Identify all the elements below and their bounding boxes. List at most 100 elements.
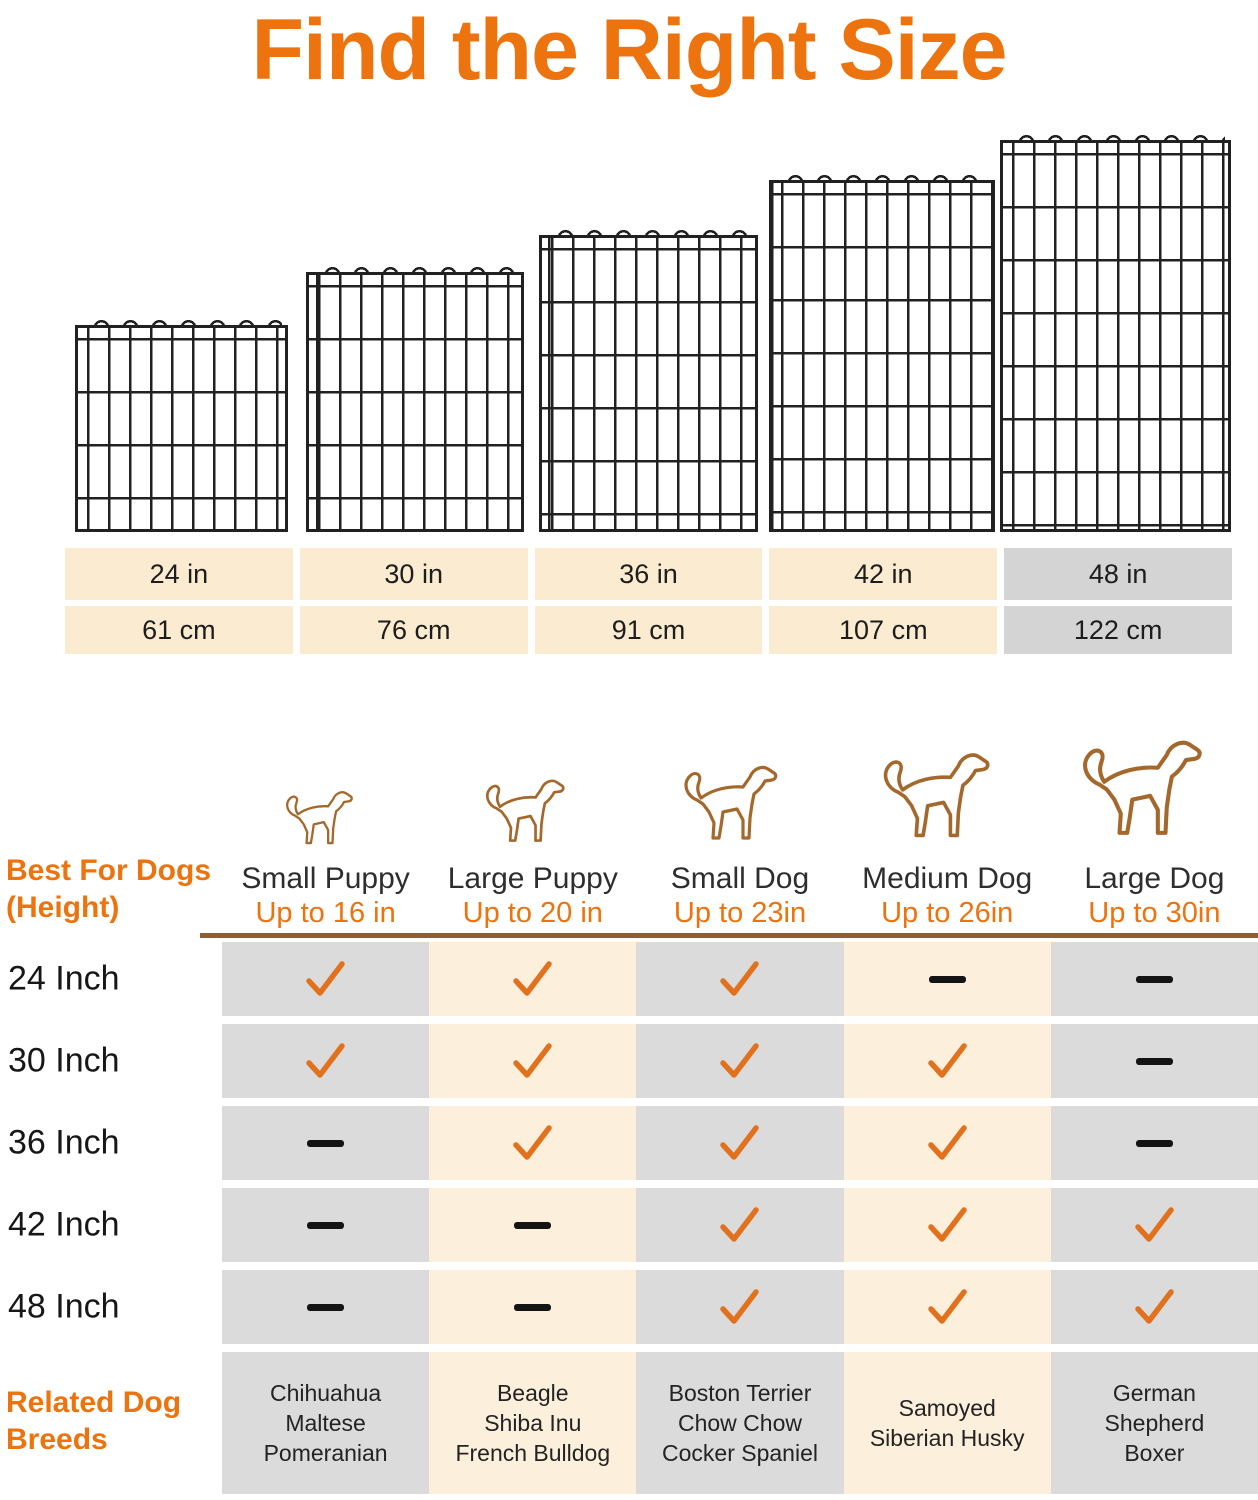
mastiff-outline-icon xyxy=(1083,740,1203,835)
check-icon xyxy=(1135,1289,1174,1324)
dash-icon xyxy=(928,975,966,983)
compatibility-matrix: 24 Inch 30 Inch 36 Inch 42 Inch 48 Inch xyxy=(0,942,1258,1352)
matrix-cell xyxy=(843,1024,1051,1098)
matrix-cell xyxy=(636,1024,844,1098)
panel-height-label: 48 Inch xyxy=(8,1287,120,1326)
matrix-cell xyxy=(222,1024,430,1098)
related-breeds-row: Related Dog Breeds Chihuahua Maltese Pomer… xyxy=(0,1352,1258,1494)
breed-name: Maltese xyxy=(285,1410,366,1436)
related-breeds-line2: Breeds xyxy=(6,1423,108,1456)
matrix-cell xyxy=(843,1188,1051,1262)
matrix-row: 30 Inch xyxy=(0,1024,1258,1098)
dash-icon xyxy=(307,1303,345,1311)
breed-name: Cocker Spaniel xyxy=(662,1440,818,1466)
breed-name: Shiba Inu xyxy=(484,1410,582,1436)
matrix-row: 36 Inch xyxy=(0,1106,1258,1180)
check-icon xyxy=(1135,1207,1174,1242)
wire-panel-24in-icon xyxy=(75,317,289,532)
dash-icon xyxy=(1135,1139,1173,1147)
size-table: 24 in 30 in 36 in 42 in 48 in 61 cm 76 cm 91 cm… xyxy=(65,548,1232,654)
matrix-cell xyxy=(429,1024,637,1098)
matrix-cell xyxy=(429,1270,637,1344)
check-icon xyxy=(927,1289,967,1324)
check-icon xyxy=(720,1207,760,1242)
check-icon xyxy=(720,1289,760,1324)
check-icon xyxy=(306,1043,345,1078)
matrix-cell xyxy=(636,1188,844,1262)
wire-panel-30in-icon xyxy=(306,264,525,532)
breed-name: Chihuahua xyxy=(269,1380,382,1406)
size-inch-cell: 24 in xyxy=(65,548,293,600)
wire-panel-48in-icon xyxy=(999,132,1231,532)
dog-column: Small Puppy Up to 16 in xyxy=(222,784,429,934)
matrix-row: 42 Inch xyxy=(0,1188,1258,1262)
matrix-cell xyxy=(1050,1188,1258,1262)
matrix-cell xyxy=(1050,942,1258,1016)
dash-icon xyxy=(514,1221,552,1229)
dog-size-name: Small Puppy xyxy=(241,862,410,895)
matrix-cell xyxy=(222,942,430,1016)
size-cm-cell: 61 cm xyxy=(65,606,293,654)
dog-column: Large Puppy Up to 20 in xyxy=(429,771,636,934)
breed-name: Pomeranian xyxy=(263,1440,388,1466)
breed-name: Boxer xyxy=(1124,1440,1185,1466)
labrador-outline-icon xyxy=(883,753,990,838)
dash-icon xyxy=(1135,1057,1173,1065)
check-icon xyxy=(927,1207,967,1242)
check-icon xyxy=(927,1125,967,1160)
wire-panels-row xyxy=(65,112,1232,532)
dog-size-name: Large Puppy xyxy=(447,862,618,895)
panel-height-label: 36 Inch xyxy=(8,1123,120,1162)
matrix-cell xyxy=(1050,1270,1258,1344)
dash-icon xyxy=(307,1139,345,1147)
size-inch-cell: 42 in xyxy=(769,548,998,600)
breed-name: French Bulldog xyxy=(455,1440,611,1466)
matrix-cell xyxy=(843,1106,1051,1180)
matrix-row-cells xyxy=(222,1106,1258,1180)
check-icon xyxy=(513,961,553,996)
panel-height-label: 24 Inch xyxy=(8,959,120,998)
matrix-row-cells xyxy=(222,1188,1258,1262)
matrix-cell xyxy=(636,1270,844,1344)
dog-max-height: Up to 20 in xyxy=(462,897,603,929)
matrix-row-cells xyxy=(222,942,1258,1016)
matrix-cell xyxy=(222,1106,430,1180)
matrix-cell xyxy=(1050,1106,1258,1180)
dog-size-name: Medium Dog xyxy=(862,862,1033,895)
breed-cells: Chihuahua Maltese Pomeranian Beagle Shiba In… xyxy=(222,1352,1258,1494)
size-cm-cell: 91 cm xyxy=(534,606,763,654)
matrix-row-cells xyxy=(222,1270,1258,1344)
breed-cell: Samoyed Siberian Husky xyxy=(843,1352,1051,1494)
matrix-cell xyxy=(636,942,844,1016)
matrix-cell xyxy=(843,1270,1051,1344)
check-icon xyxy=(720,1043,760,1078)
breed-name: Boston Terrier xyxy=(668,1380,812,1406)
size-inch-cell: 36 in xyxy=(534,548,763,600)
dog-max-height: Up to 16 in xyxy=(255,897,396,929)
breed-cell: German Shepherd Boxer xyxy=(1050,1352,1258,1494)
dog-max-height: Up to 26in xyxy=(881,897,1014,929)
check-icon xyxy=(306,961,345,996)
breed-cell: Boston Terrier Chow Chow Cocker Spaniel xyxy=(636,1352,844,1494)
dog-max-height: Up to 23in xyxy=(673,897,807,929)
wire-panel-42in-icon xyxy=(768,172,995,532)
panel-height-label: 30 Inch xyxy=(8,1041,120,1080)
dash-icon xyxy=(307,1221,345,1229)
matrix-row: 24 Inch xyxy=(0,942,1258,1016)
matrix-cell xyxy=(843,942,1051,1016)
size-cm-cell: 107 cm xyxy=(769,606,998,654)
dog-size-name: Small Dog xyxy=(670,862,810,895)
breed-name: Siberian Husky xyxy=(869,1425,1025,1451)
check-icon xyxy=(720,961,760,996)
breed-cell: Chihuahua Maltese Pomeranian xyxy=(222,1352,430,1494)
dog-size-header-row: Small Puppy Up to 16 in Large Puppy Up to … xyxy=(222,686,1258,934)
best-for-dogs-label: Best For Dogs (Height) xyxy=(6,852,211,926)
size-cm-cell: 122 cm xyxy=(1004,606,1232,654)
best-for-dogs-line2: (Height) xyxy=(6,891,120,924)
size-inch-cell: 30 in xyxy=(299,548,528,600)
related-breeds-line1: Related Dog xyxy=(6,1386,182,1419)
panel-height-label: 42 Inch xyxy=(8,1205,120,1244)
dash-icon xyxy=(514,1303,552,1311)
dog-max-height: Up to 30in xyxy=(1088,897,1221,929)
